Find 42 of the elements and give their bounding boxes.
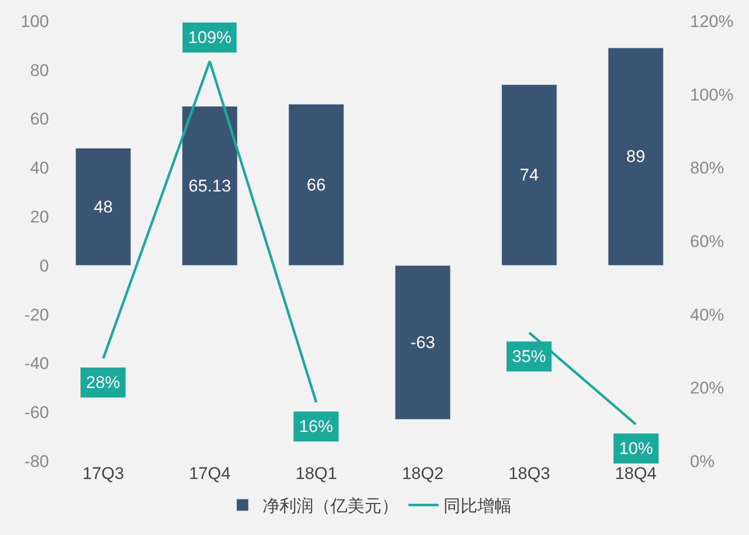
legend-label: 净利润（亿美元） [262,496,398,516]
y-tick-label: -60 [24,403,49,422]
y-tick-label: 0 [40,256,49,276]
y-tick-label: -80 [24,452,49,471]
data-label: 16% [299,417,334,436]
y2-tick-label: 20% [690,378,724,398]
y-tick-label: 80 [30,60,49,80]
data-label: -63 [410,332,436,352]
bar [394,265,451,420]
x-tick-label: 18Q2 [402,464,444,483]
data-label: 10% [619,439,654,458]
y-tick-label: -20 [24,305,49,324]
data-label: 74 [520,166,539,184]
x-tick-label: 18Q1 [295,464,338,483]
data-label: 35% [512,347,546,366]
y-tick-label: 100 [20,12,49,31]
bar [182,106,238,266]
bar [608,48,664,266]
y2-tick-label: 40% [690,305,724,324]
bar [288,104,344,266]
y2-tick-label: 80% [690,158,724,178]
data-label: 109% [188,28,232,47]
y2-tick-label: 120% [690,12,734,31]
data-label: 65.13 [188,176,232,196]
y2-tick-label: 0% [690,452,715,471]
x-tick-label: 18Q3 [508,464,550,483]
bar [501,84,558,266]
bar [75,148,132,266]
y-tick-label: 40 [30,158,49,178]
legend-label: 同比增幅 [444,496,512,516]
y-tick-label: 60 [30,110,49,129]
x-tick-label: 17Q4 [188,464,231,483]
y-tick-label: -40 [24,354,49,374]
y-tick-label: 20 [30,208,49,227]
x-tick-label: 17Q3 [82,464,124,483]
y2-tick-label: 100% [690,85,734,104]
y2-tick-label: 60% [690,232,724,251]
data-label: 66 [306,175,326,194]
data-label: 28% [86,373,120,392]
data-label: 48 [94,197,113,216]
data-label: 89 [626,147,646,166]
x-tick-label: 18Q4 [614,464,657,483]
